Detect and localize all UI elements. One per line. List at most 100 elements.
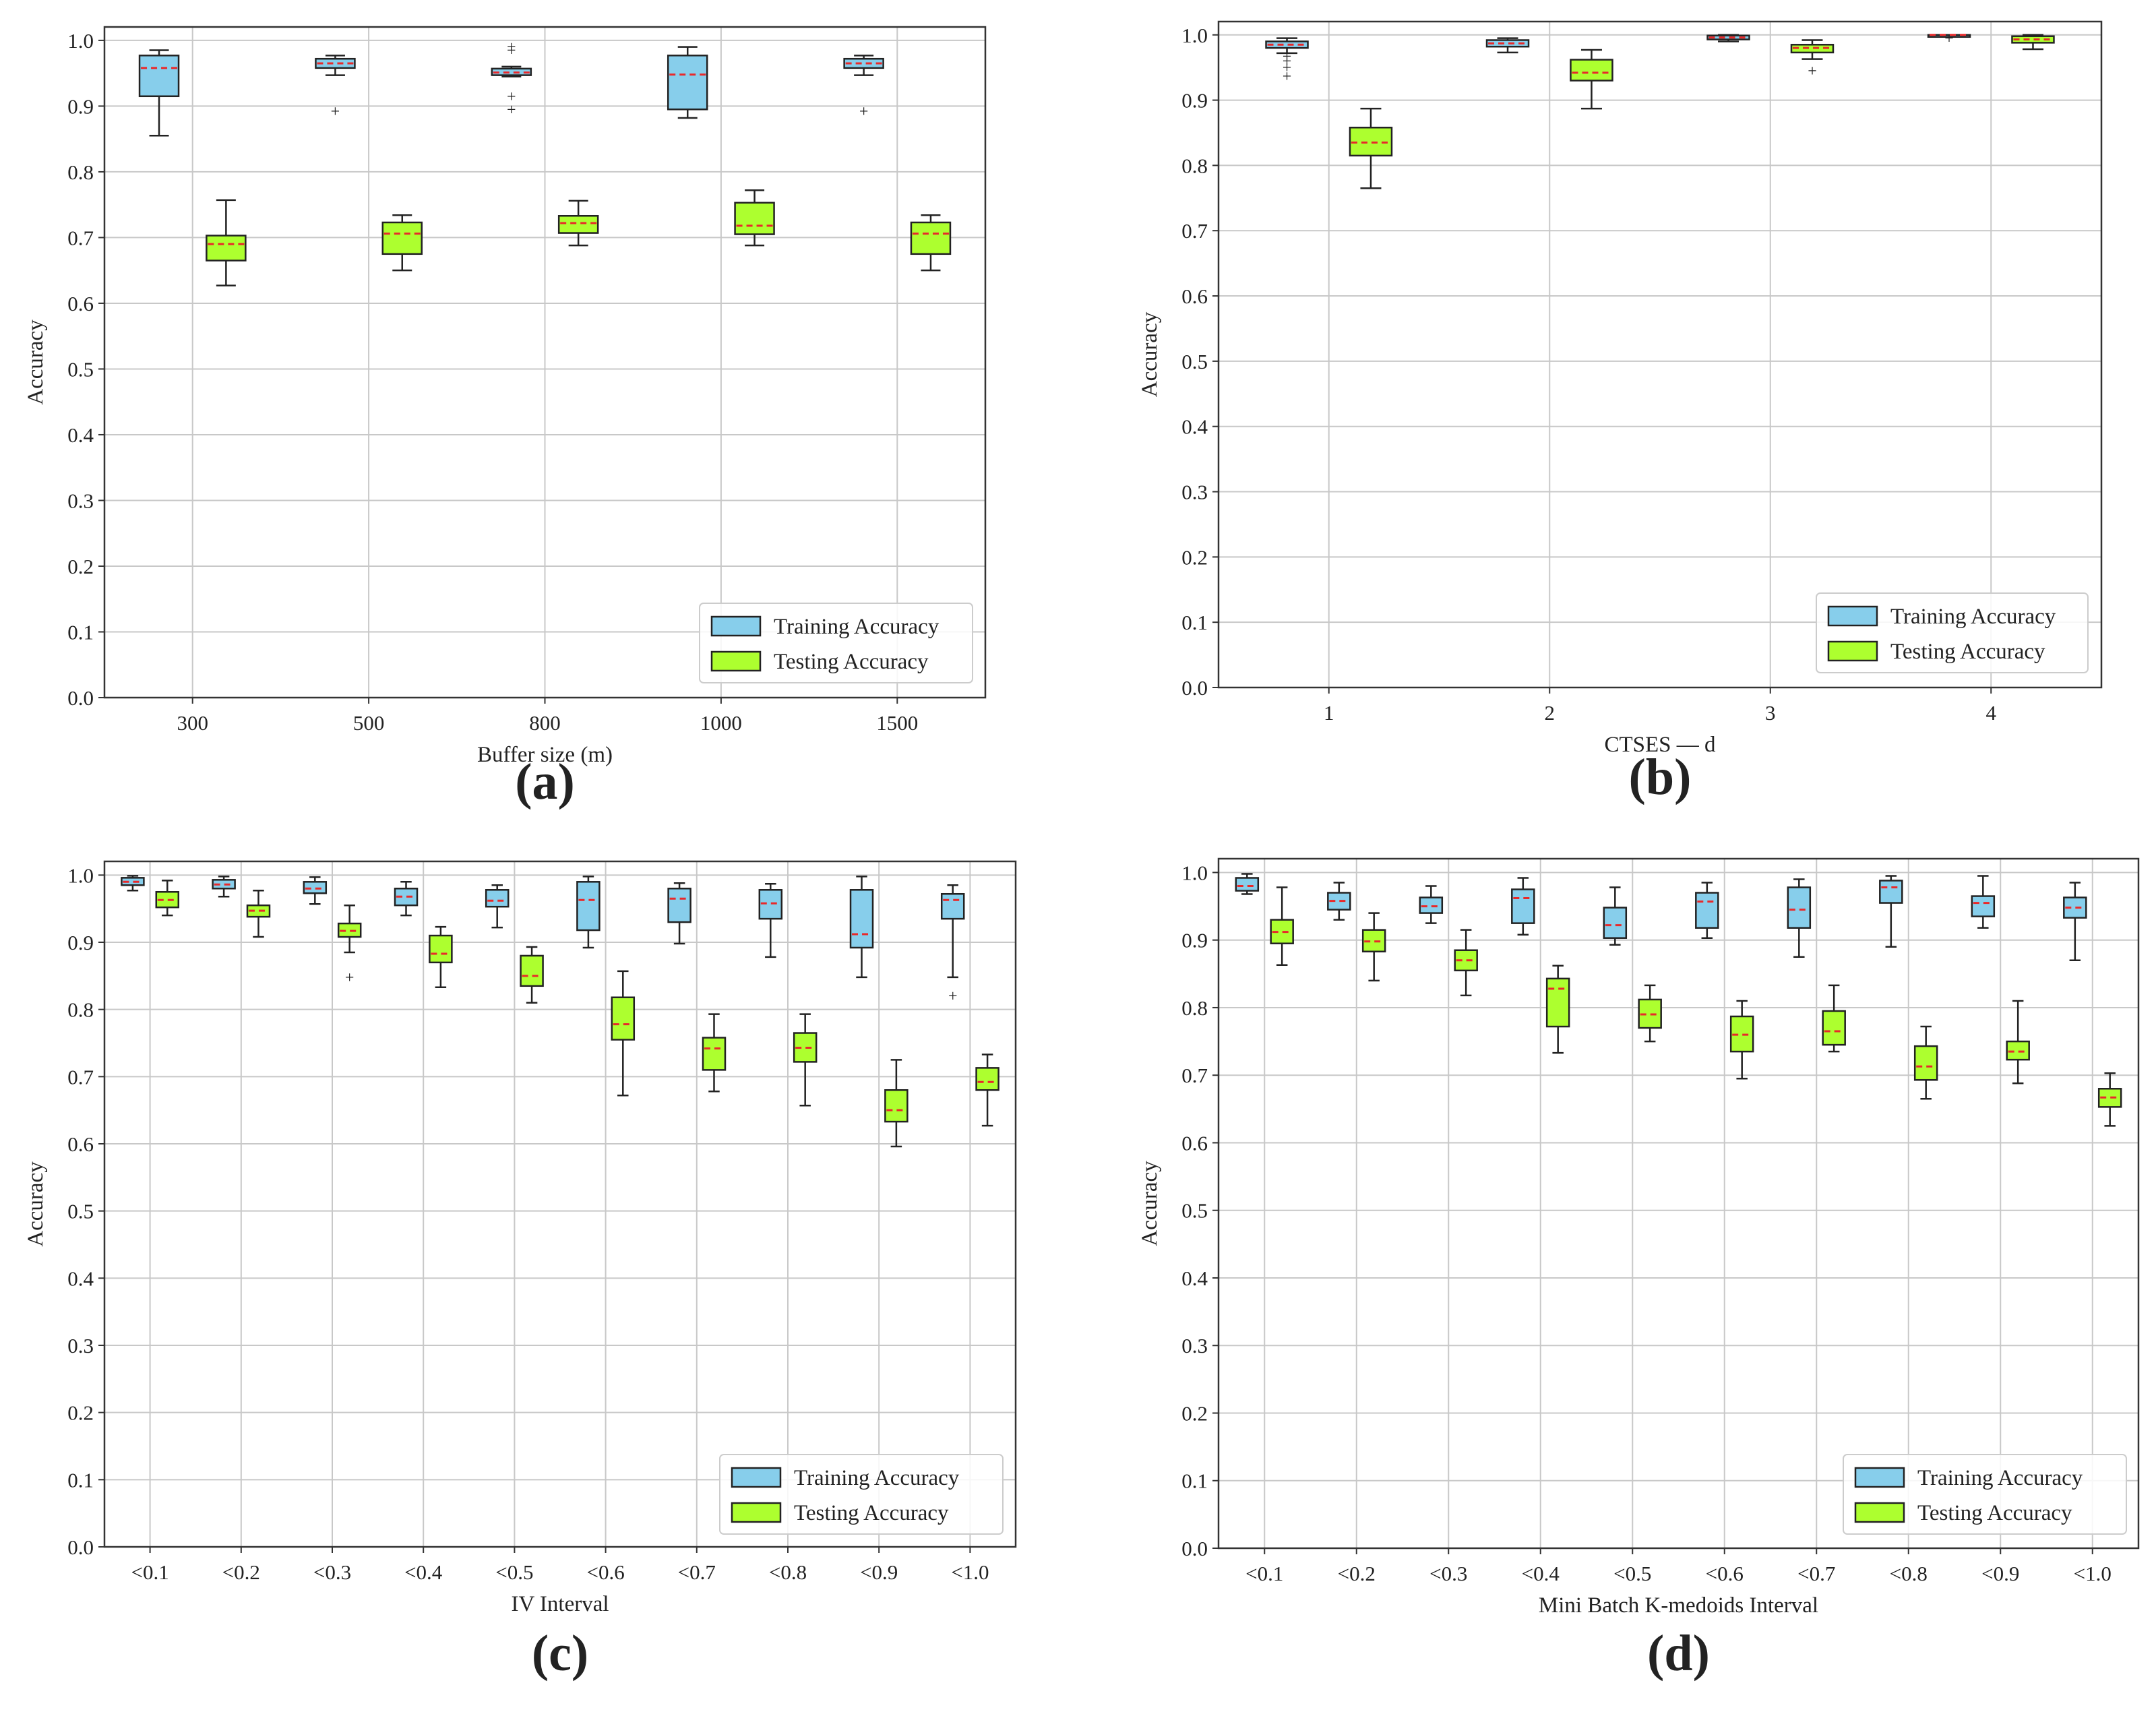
training-box-2: + [315, 55, 356, 121]
training-box-2 [212, 876, 236, 898]
y-tick-label: 0.9 [1181, 929, 1208, 952]
y-tick-label: 0.2 [1181, 545, 1208, 569]
testing-legend-label: Testing Accuracy [1917, 1501, 2072, 1525]
testing-box-4 [429, 925, 453, 989]
testing-box-3: + [337, 904, 362, 987]
testing-box-4 [2011, 34, 2055, 51]
box-iqr [1790, 44, 1835, 54]
y-tick-label: 0.4 [1181, 1266, 1208, 1290]
testing-box-7 [1822, 984, 1846, 1053]
training-box-10 [2063, 882, 2087, 962]
training-box-4 [394, 881, 419, 917]
training-box-7 [667, 882, 691, 945]
y-tick-label: 0.8 [67, 998, 94, 1022]
flier-marker: + [1944, 30, 1954, 48]
y-tick-label: 0.8 [67, 160, 94, 184]
testing-box-10 [2097, 1072, 2122, 1127]
training-box-8 [1879, 875, 1903, 948]
flier-marker: + [1283, 49, 1292, 66]
testing-box-7 [702, 1013, 727, 1093]
x-tick-label: <0.7 [1797, 1562, 1835, 1585]
box-iqr [702, 1037, 727, 1071]
x-tick-label: <0.6 [1706, 1562, 1744, 1585]
box-iqr [1545, 977, 1570, 1028]
legend-frame [699, 603, 973, 683]
box-iqr [1603, 907, 1628, 939]
training-legend-label: Training Accuracy [774, 615, 940, 639]
testing-box-9 [884, 1059, 908, 1148]
x-tick-label: 500 [353, 711, 385, 735]
flier-marker: + [507, 39, 516, 57]
x-tick-label: <0.3 [1429, 1562, 1467, 1585]
box-iqr [843, 57, 884, 69]
training-box-3 [1706, 34, 1750, 42]
x-tick-label: <0.9 [1981, 1562, 2019, 1585]
training-box-2 [1327, 882, 1351, 921]
x-axis-label: Mini Batch K-medoids Interval [1539, 1593, 1818, 1618]
y-tick-label: 1.0 [67, 29, 94, 53]
y-tick-label: 0.6 [67, 292, 94, 315]
y-tick-label: 0.2 [67, 1401, 94, 1425]
y-tick-label: 0.0 [1181, 676, 1208, 700]
y-tick-label: 0.9 [1181, 89, 1208, 113]
x-tick-label: <0.3 [313, 1560, 351, 1584]
y-tick-label: 0.6 [1181, 284, 1208, 308]
box-iqr [1361, 929, 1386, 953]
testing-box-10 [975, 1053, 999, 1127]
testing-box-3 [1454, 929, 1478, 997]
panel-label: (b) [1629, 749, 1692, 805]
y-tick-label: 0.0 [67, 1535, 94, 1559]
box-iqr [576, 881, 600, 931]
y-tick-label: 0.1 [1181, 1469, 1208, 1493]
legend: Training Accuracy Testing Accuracy [699, 603, 973, 683]
y-tick-label: 0.2 [1181, 1401, 1208, 1425]
training-legend-swatch [1854, 1467, 1905, 1488]
y-tick-label: 0.4 [67, 1266, 94, 1290]
testing-box-1 [1270, 886, 1294, 967]
y-tick-label: 0.0 [1181, 1537, 1208, 1560]
box-iqr [381, 221, 423, 255]
box-iqr [849, 889, 874, 949]
y-tick-label: 0.6 [67, 1132, 94, 1156]
box-iqr [520, 954, 544, 987]
flier-marker: + [1808, 63, 1817, 80]
box-iqr [337, 922, 362, 938]
testing-box-5 [520, 946, 544, 1004]
testing-box-1 [1349, 107, 1393, 189]
box-iqr [557, 215, 599, 234]
axes-frame [1217, 20, 2103, 689]
training-box-6 [1695, 882, 1719, 939]
panel-c: 0.0 0.1 0.2 0.3 0.4 0.5 0.6 0.7 0.8 0.9 1.0 <0.1 <0.… [24, 860, 1017, 1682]
x-tick-label: 4 [1986, 701, 1997, 725]
box-iqr [975, 1067, 999, 1091]
box-iqr [1570, 59, 1613, 82]
training-box-1 [1235, 873, 1260, 895]
flier-marker: + [1283, 59, 1292, 77]
x-tick-label: <1.0 [951, 1560, 989, 1584]
training-box-1 [138, 49, 180, 137]
y-tick-label: 0.2 [67, 555, 94, 578]
testing-box-5 [910, 214, 952, 272]
training-legend-swatch [1827, 605, 1878, 627]
box-iqr [1327, 892, 1351, 911]
testing-box-3: + [1790, 39, 1835, 80]
testing-box-6 [611, 970, 636, 1097]
testing-legend-label: Testing Accuracy [774, 650, 929, 674]
y-tick-label: 0.5 [1181, 1199, 1208, 1223]
box-iqr [2011, 35, 2055, 44]
y-axis-label: Accuracy [24, 1161, 48, 1247]
training-legend-label: Training Accuracy [1890, 605, 2056, 629]
x-tick-label: 3 [1765, 701, 1776, 725]
box-iqr [1485, 39, 1530, 48]
x-tick-label: <0.2 [1338, 1562, 1376, 1585]
box-iqr [303, 881, 328, 894]
flier-marker: + [345, 969, 355, 987]
testing-legend-swatch [1827, 640, 1878, 662]
panel-label: (a) [515, 754, 575, 810]
training-legend-swatch [710, 615, 762, 637]
testing-box-9 [2006, 1000, 2030, 1084]
box-iqr [155, 891, 180, 909]
legend-frame [719, 1454, 1004, 1535]
y-tick-label: 1.0 [1181, 24, 1208, 47]
training-legend-swatch [731, 1467, 782, 1488]
